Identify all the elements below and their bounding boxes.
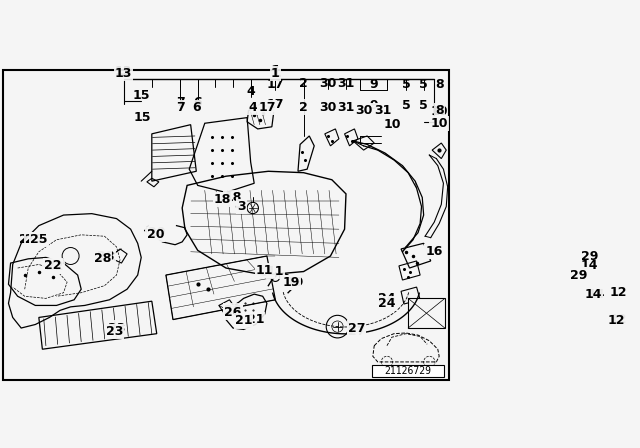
Text: 23: 23	[108, 322, 125, 335]
Text: 26: 26	[225, 306, 242, 319]
Text: 6: 6	[193, 95, 202, 108]
Text: 16: 16	[426, 245, 443, 258]
Text: 21126729: 21126729	[385, 366, 431, 376]
Text: 13: 13	[115, 65, 132, 78]
Text: 18: 18	[225, 191, 242, 204]
Text: 17: 17	[258, 101, 276, 114]
Text: 25: 25	[25, 233, 43, 246]
Text: 28: 28	[97, 250, 115, 263]
Text: 28: 28	[93, 252, 111, 265]
Text: 9: 9	[369, 99, 378, 112]
Text: 30: 30	[319, 100, 337, 113]
Text: 3: 3	[234, 198, 243, 211]
Text: 12: 12	[609, 286, 627, 299]
Text: 29: 29	[570, 268, 588, 282]
Text: 21: 21	[247, 313, 264, 326]
Text: 29: 29	[581, 250, 598, 263]
Text: 7: 7	[175, 101, 184, 114]
Text: 27: 27	[348, 325, 365, 338]
Text: 22: 22	[46, 260, 64, 273]
Text: 2: 2	[300, 100, 308, 113]
Text: 14: 14	[581, 259, 598, 272]
Bar	[408, 298, 445, 328]
Text: 26: 26	[225, 304, 242, 317]
Text: 31: 31	[374, 104, 392, 117]
Text: 16: 16	[426, 245, 443, 258]
Text: 19: 19	[282, 276, 300, 289]
Text: 21: 21	[235, 314, 252, 327]
Text: 3: 3	[237, 200, 246, 213]
Text: 10: 10	[431, 117, 448, 130]
Text: 9: 9	[369, 78, 378, 91]
Text: 24: 24	[378, 297, 396, 310]
Text: 5: 5	[402, 99, 410, 112]
Text: 5: 5	[402, 78, 410, 91]
Text: 19: 19	[287, 276, 304, 289]
Text: 23: 23	[106, 325, 123, 338]
Bar	[372, 365, 444, 378]
Text: 22: 22	[44, 259, 61, 272]
Text: 25: 25	[19, 233, 37, 246]
Text: 29: 29	[570, 268, 588, 282]
Text: 12: 12	[607, 314, 625, 327]
Text: 15: 15	[134, 111, 152, 124]
Text: 24: 24	[378, 292, 396, 305]
Text: 8: 8	[435, 104, 444, 117]
Text: 1: 1	[270, 65, 280, 80]
Text: 20: 20	[148, 226, 166, 239]
Text: 18: 18	[214, 193, 231, 206]
Text: 12: 12	[609, 313, 627, 326]
Text: 15: 15	[132, 89, 150, 102]
Text: 5: 5	[419, 99, 428, 112]
Text: 11: 11	[267, 265, 284, 278]
Text: 14: 14	[588, 289, 605, 302]
Text: 10: 10	[383, 118, 401, 131]
Text: 27: 27	[348, 322, 365, 335]
Text: 2: 2	[300, 77, 308, 90]
Text: 30: 30	[355, 104, 372, 117]
Text: 13: 13	[115, 67, 132, 80]
Text: 25: 25	[30, 233, 47, 246]
Text: 8: 8	[435, 78, 444, 91]
Text: 14: 14	[584, 288, 602, 301]
Text: 20: 20	[147, 228, 164, 241]
Text: 17: 17	[267, 78, 284, 91]
Text: 30: 30	[319, 77, 337, 90]
Text: 7: 7	[175, 95, 184, 108]
Text: 31: 31	[337, 77, 355, 90]
Text: 11: 11	[256, 263, 273, 276]
Text: 4: 4	[246, 85, 255, 98]
Text: 10: 10	[431, 105, 448, 118]
Text: 1: 1	[271, 67, 280, 80]
Text: 4: 4	[248, 101, 257, 114]
Text: 5: 5	[419, 78, 428, 91]
Text: 31: 31	[337, 100, 355, 113]
Text: 17: 17	[267, 98, 284, 111]
Text: 6: 6	[192, 101, 200, 114]
